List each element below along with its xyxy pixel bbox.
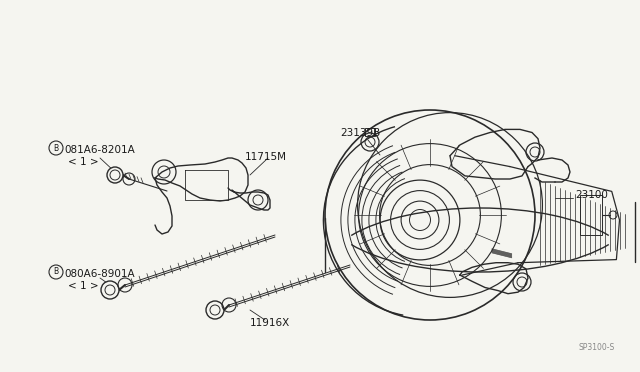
Text: < 1 >: < 1 > bbox=[68, 157, 99, 167]
Text: < 1 >: < 1 > bbox=[68, 281, 99, 291]
Circle shape bbox=[101, 281, 119, 299]
Text: 23139B: 23139B bbox=[340, 128, 380, 138]
Text: 081A6-8201A: 081A6-8201A bbox=[64, 145, 135, 155]
Text: 11916X: 11916X bbox=[250, 318, 291, 328]
Text: 080A6-8901A: 080A6-8901A bbox=[64, 269, 134, 279]
Text: B: B bbox=[53, 144, 59, 153]
Text: 11715M: 11715M bbox=[245, 152, 287, 162]
Text: B: B bbox=[53, 267, 59, 276]
Circle shape bbox=[107, 167, 123, 183]
Text: 23100: 23100 bbox=[575, 190, 608, 200]
Circle shape bbox=[206, 301, 224, 319]
Text: SP3100-S: SP3100-S bbox=[579, 343, 615, 352]
